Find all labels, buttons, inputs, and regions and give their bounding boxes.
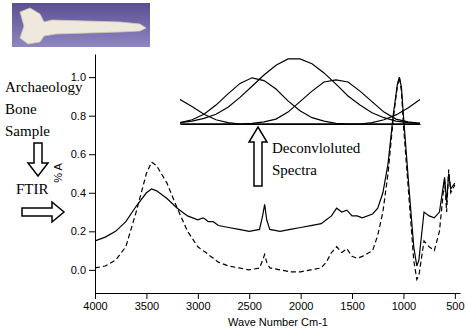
x-axis-tick: 3000 (186, 293, 210, 312)
y-axis-tick-mark (89, 231, 95, 232)
inset-lines (180, 59, 420, 124)
deconvoluted-band (180, 100, 420, 125)
x-axis-tick: 1000 (392, 293, 416, 312)
deconvoluted-band (180, 59, 420, 123)
x-axis: 4000 3500 3000 2500 2000 1500 1000 500 (83, 293, 464, 312)
y-axis-title: % A (52, 163, 64, 183)
arrow-up (249, 127, 267, 186)
bone-shape (20, 8, 146, 44)
inset-title: DeconvlolutedSpectra (272, 140, 361, 178)
x-axis-tick-mark (146, 293, 147, 299)
plot-lines (95, 77, 455, 279)
inset-baseline (181, 124, 421, 125)
x-axis-tick-mark (95, 293, 96, 299)
figure-svg: 4000 3500 3000 2500 2000 1500 1000 500 0.0 0.2 0.4… (0, 0, 473, 333)
figure: 4000 3500 3000 2500 2000 1500 1000 500 0.0 0.2 0.4… (0, 0, 473, 333)
y-axis-tick-mark (89, 154, 95, 155)
x-axis-tick-mark (301, 293, 302, 299)
x-axis-tick-mark (403, 293, 404, 299)
spectrum-line (95, 77, 455, 279)
x-axis-tick-mark (352, 293, 353, 299)
x-axis-tick-label: 1000 (392, 300, 416, 312)
y-axis-tick-mark (89, 116, 95, 117)
y-axis-tick-label: 0.4 (71, 187, 86, 199)
y-axis-tick-label: 0.6 (71, 148, 86, 160)
y-axis-tick-label: 0.8 (71, 110, 86, 122)
x-axis-tick: 2500 (237, 293, 261, 312)
x-axis-tick-label: 3000 (186, 300, 210, 312)
y-axis-tick-label: 0.0 (71, 264, 86, 276)
deconvoluted-band (180, 78, 420, 124)
x-axis-tick: 2000 (289, 293, 313, 312)
y-axis-tick-mark (89, 193, 95, 194)
bone-photo (12, 3, 150, 47)
deconvoluted-band (180, 80, 420, 124)
x-axis-tick: 3500 (135, 293, 159, 312)
x-axis-tick: 500 (446, 293, 464, 312)
arrow-down (28, 143, 48, 176)
x-axis-tick-label: 1500 (340, 300, 364, 312)
photo-background (12, 3, 150, 47)
x-axis-tick-label: 2500 (237, 300, 261, 312)
y-axis-tick-mark (89, 270, 95, 271)
y-axis-tick: 0.0 (71, 264, 95, 276)
y-axis-tick: 0.2 (71, 225, 95, 237)
spectrum-line (95, 77, 455, 266)
inset-axis (181, 124, 421, 125)
y-axis-tick-label: 0.2 (71, 225, 86, 237)
x-axis-line (96, 293, 461, 294)
x-axis-title: Wave Number Cm-1 (228, 316, 328, 328)
x-axis-tick-label: 3500 (135, 300, 159, 312)
annotation: FTIR (16, 181, 49, 197)
x-axis-tick-label: 500 (446, 300, 464, 312)
x-axis-tick: 1500 (340, 293, 364, 312)
x-axis-tick-label: 2000 (289, 300, 313, 312)
y-axis-tick-mark (89, 77, 95, 78)
x-axis-tick-label: 4000 (83, 300, 107, 312)
annotation: ArchaeologyBoneSample (5, 79, 83, 139)
arrow-right (22, 202, 64, 222)
deconvoluted-band (180, 100, 420, 125)
x-axis-tick-mark (198, 293, 199, 299)
y-axis-tick: 0.8 (71, 110, 95, 122)
y-axis-line (95, 55, 96, 294)
x-axis-tick-mark (455, 293, 456, 299)
y-axis-tick: 0.4 (71, 187, 95, 199)
y-axis-tick: 0.6 (71, 148, 95, 160)
x-axis-tick: 4000 (83, 293, 107, 312)
x-axis-tick-mark (249, 293, 250, 299)
